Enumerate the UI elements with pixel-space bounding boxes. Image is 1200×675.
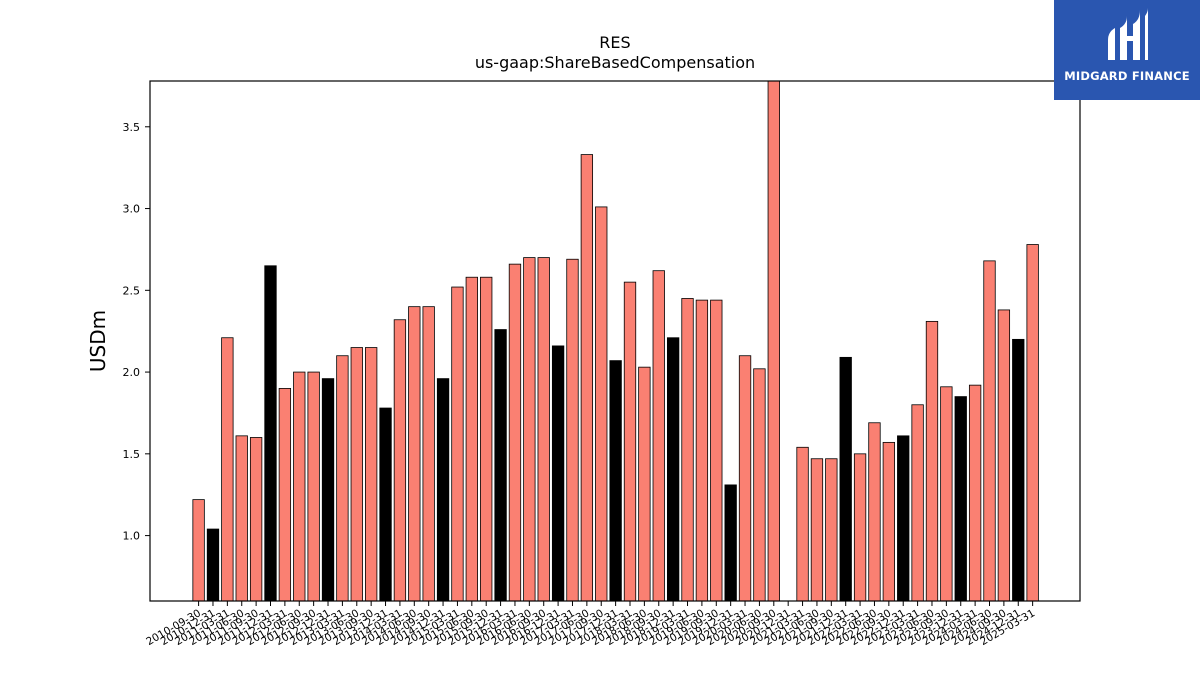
bar-2014-09-30 bbox=[422, 306, 435, 602]
bar-2016-06-30 bbox=[523, 257, 536, 602]
bar-2018-06-30 bbox=[638, 366, 651, 602]
bar-2020-03-31 bbox=[738, 355, 752, 602]
bar-2023-12-31 bbox=[954, 396, 967, 602]
bar-2023-09-30 bbox=[940, 386, 953, 602]
y-ticks-group: 1.0 1.5 2.0 2.5 3.0 3.5 bbox=[123, 121, 150, 543]
bar-2011-09-30 bbox=[249, 437, 263, 602]
chart-title: RES bbox=[599, 33, 630, 52]
bar-2014-12-31 bbox=[436, 378, 450, 602]
bar-2015-09-30 bbox=[480, 276, 493, 602]
bar-2024-09-30 bbox=[997, 309, 1011, 602]
bar-2013-12-31 bbox=[379, 407, 392, 602]
bar-2022-06-30 bbox=[868, 422, 881, 602]
bar-2020-09-30 bbox=[767, 80, 780, 602]
bar-2015-03-31 bbox=[451, 286, 464, 602]
chart-subtitle: us-gaap:ShareBasedCompensation bbox=[475, 53, 755, 72]
y-tick-label: 2.5 bbox=[123, 284, 141, 297]
bar-2012-09-30 bbox=[307, 371, 320, 602]
y-tick-label: 3.5 bbox=[123, 121, 141, 134]
bar-2021-06-30 bbox=[810, 458, 824, 602]
logo-text: MIDGARD FINANCE bbox=[1064, 69, 1190, 83]
x-ticks-group: 2010-09-302010-12-312011-03-312011-06-30… bbox=[144, 601, 1037, 648]
bar-2012-12-31 bbox=[321, 378, 335, 602]
bars-group bbox=[192, 80, 1039, 602]
bar-2013-06-30 bbox=[350, 347, 363, 602]
bar-2020-06-30 bbox=[753, 368, 766, 602]
bar-2021-03-31 bbox=[796, 446, 809, 602]
y-tick-label: 1.0 bbox=[123, 530, 141, 543]
bar-2013-03-31 bbox=[336, 355, 349, 602]
bar-2024-06-30 bbox=[983, 260, 996, 602]
bar-2019-06-30 bbox=[695, 299, 709, 602]
bar-2021-12-31 bbox=[839, 356, 852, 602]
bar-2018-03-31 bbox=[623, 281, 637, 602]
bar-2023-06-30 bbox=[925, 320, 939, 602]
bar-2016-12-31 bbox=[551, 345, 565, 602]
bar-2024-03-31 bbox=[968, 384, 982, 602]
bar-2019-09-30 bbox=[710, 299, 723, 602]
y-tick-label: 1.5 bbox=[123, 448, 141, 461]
bar-2015-12-31 bbox=[494, 329, 507, 602]
bar-2016-03-31 bbox=[508, 263, 522, 602]
bar-2010-12-31 bbox=[206, 528, 220, 602]
y-axis-label: USDm bbox=[86, 310, 110, 372]
bar-2022-09-30 bbox=[882, 441, 895, 602]
bar-2018-12-31 bbox=[666, 337, 680, 602]
bar-2011-06-30 bbox=[235, 435, 248, 602]
bar-2015-06-30 bbox=[465, 276, 478, 602]
y-tick-label: 3.0 bbox=[123, 203, 141, 216]
bar-2018-09-30 bbox=[652, 270, 665, 602]
bar-2011-12-31 bbox=[264, 265, 277, 602]
bar-2017-12-31 bbox=[609, 360, 622, 602]
bar-2012-06-30 bbox=[293, 371, 306, 602]
bar-2011-03-31 bbox=[221, 337, 234, 602]
bar-2019-12-31 bbox=[724, 484, 737, 602]
bar-2022-12-31 bbox=[897, 435, 910, 602]
bar-2019-03-31 bbox=[681, 298, 694, 602]
bar-2017-03-31 bbox=[566, 258, 579, 602]
midgard-finance-logo: MIDGARD FINANCE bbox=[1054, 0, 1200, 100]
bar-2024-12-31 bbox=[1012, 338, 1025, 602]
bar-2025-03-31 bbox=[1026, 244, 1039, 602]
bar-2016-09-30 bbox=[537, 257, 550, 602]
bar-2012-03-31 bbox=[278, 388, 292, 602]
bar-2013-09-30 bbox=[365, 347, 378, 602]
bar-2014-06-30 bbox=[408, 306, 421, 602]
bar-2021-09-30 bbox=[825, 458, 838, 602]
y-tick-label: 2.0 bbox=[123, 366, 141, 379]
bar-2010-09-30 bbox=[192, 499, 205, 602]
bar-2017-06-30 bbox=[580, 154, 594, 602]
bar-2023-03-31 bbox=[911, 404, 924, 602]
bar-2022-03-31 bbox=[853, 453, 867, 602]
plot-frame bbox=[149, 80, 1081, 602]
bar-2017-09-30 bbox=[595, 206, 608, 602]
bar-2014-03-31 bbox=[393, 319, 407, 602]
midgard-logo-icon bbox=[1108, 8, 1148, 60]
